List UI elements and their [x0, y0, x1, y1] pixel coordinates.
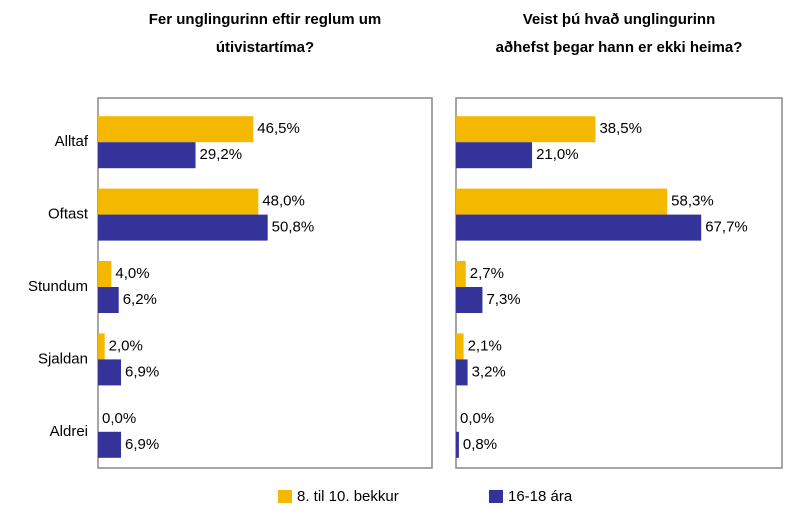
chart-title: Fer unglingurinn eftir reglum um [149, 11, 382, 28]
bar [456, 287, 483, 313]
bar [98, 261, 112, 287]
data-label: 7,3% [486, 291, 520, 308]
y-tick-label: Oftast [48, 206, 89, 223]
data-label: 50,8% [272, 219, 315, 236]
data-label: 6,2% [123, 291, 157, 308]
y-tick-label: Stundum [28, 278, 88, 295]
data-label: 0,8% [463, 436, 497, 453]
data-label: 38,5% [599, 120, 642, 137]
chart-title: útivistartíma? [216, 39, 314, 56]
legend-swatch [489, 490, 503, 503]
data-label: 4,0% [115, 265, 149, 282]
data-label: 29,2% [200, 146, 243, 163]
data-label: 67,7% [705, 219, 748, 236]
bar [456, 261, 466, 287]
data-label: 58,3% [671, 193, 714, 210]
bar [98, 431, 122, 458]
bar [456, 214, 702, 241]
bar [98, 214, 268, 241]
bar [98, 359, 122, 386]
chart-title: Veist þú hvað unglingurinn [523, 11, 716, 28]
data-label: 2,7% [470, 265, 504, 282]
y-tick-label: Sjaldan [38, 350, 88, 367]
data-label: 6,9% [125, 363, 159, 380]
bar [98, 287, 119, 313]
bar [456, 431, 459, 458]
bar [98, 333, 105, 360]
legend-label: 8. til 10. bekkur [297, 488, 399, 505]
data-label: 46,5% [257, 120, 300, 137]
bar [456, 359, 468, 386]
data-label: 0,0% [460, 410, 494, 427]
legend-label: 16-18 ára [508, 488, 573, 505]
data-label: 3,2% [472, 363, 506, 380]
data-label: 48,0% [262, 193, 305, 210]
data-label: 21,0% [536, 146, 579, 163]
bar [456, 142, 533, 169]
data-label: 2,1% [468, 337, 502, 354]
data-label: 6,9% [125, 436, 159, 453]
bar [98, 142, 196, 169]
bar [98, 116, 254, 143]
data-label: 2,0% [109, 337, 143, 354]
bar [456, 116, 596, 143]
bar [456, 188, 668, 215]
chart-title: aðhefst þegar hann er ekki heima? [496, 39, 743, 56]
data-label: 0,0% [102, 410, 136, 427]
bar [98, 188, 259, 215]
y-tick-label: Aldrei [50, 423, 88, 440]
y-tick-label: Alltaf [55, 133, 89, 150]
legend-swatch [278, 490, 292, 503]
bar [456, 333, 464, 360]
